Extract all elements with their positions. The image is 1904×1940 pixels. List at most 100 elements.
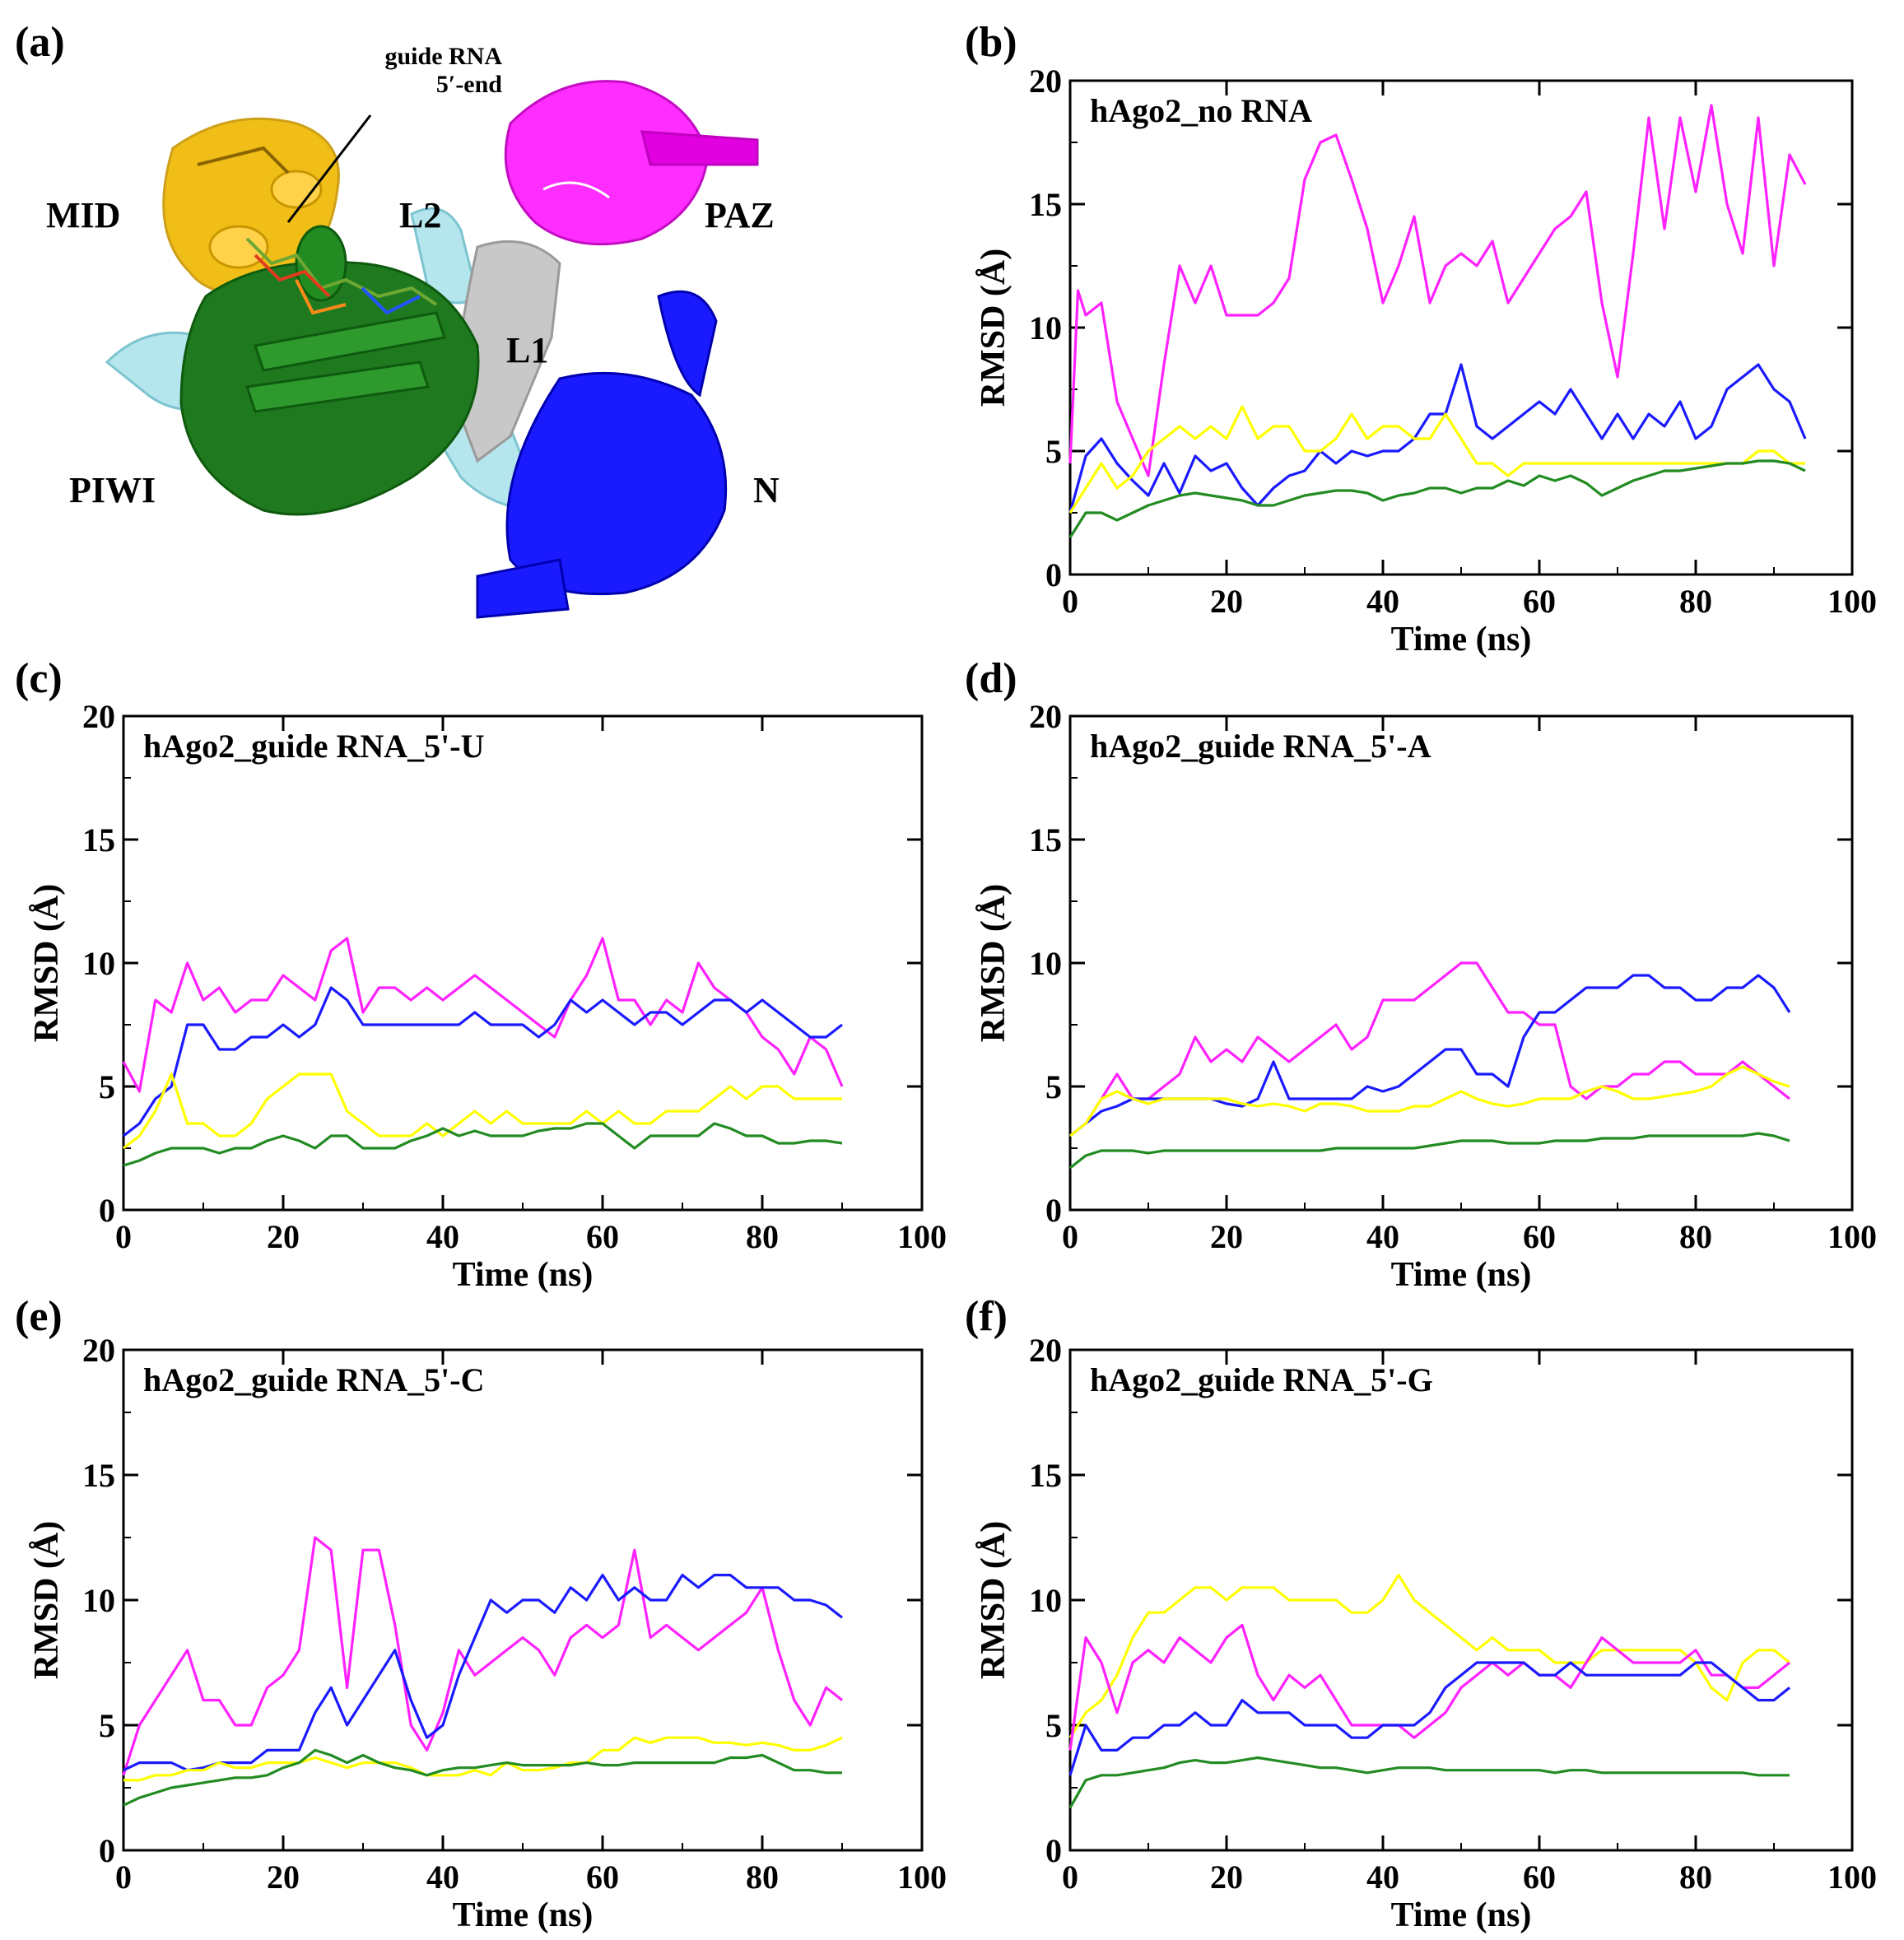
x-tick-label: 0 xyxy=(115,1859,132,1896)
x-tick-label: 0 xyxy=(1062,1859,1078,1896)
plot-frame xyxy=(1068,79,1854,576)
x-tick-label: 20 xyxy=(267,1218,300,1255)
series-line-piwi xyxy=(123,1122,843,1167)
piwi-domain-shape xyxy=(179,225,480,516)
x-tick-label: 20 xyxy=(1210,1859,1243,1896)
x-axis-label: Time (ns) xyxy=(1391,1896,1532,1934)
chart-title: hAgo2_guide RNA_5'-G xyxy=(1090,1361,1433,1398)
x-tick-label: 80 xyxy=(1679,583,1712,620)
n-domain-shape xyxy=(476,290,728,619)
series-line-paz xyxy=(122,1536,843,1776)
y-tick-label: 10 xyxy=(1029,1582,1062,1619)
series-line-paz xyxy=(1068,1623,1790,1751)
y-tick-label: 5 xyxy=(99,1068,115,1105)
y-axis-label: RMSD (Å) xyxy=(28,1521,66,1679)
panel-label-e: (e) xyxy=(15,1293,63,1340)
x-tick-label: 60 xyxy=(1523,1859,1556,1896)
y-tick-label: 5 xyxy=(99,1707,115,1744)
y-tick-label: 0 xyxy=(1045,556,1062,593)
chart-title: hAgo2_guide RNA_5'-A xyxy=(1090,728,1431,765)
chart-title: hAgo2_guide RNA_5'-C xyxy=(143,1361,484,1398)
series-line-piwi xyxy=(123,1748,842,1807)
chart-f: 0 20 40 60 80 100 0 5 10 15 20 hAgo2_guide RNA_5'-G… xyxy=(975,1332,1877,1934)
mid-domain-shape xyxy=(162,117,340,295)
y-tick-label: 5 xyxy=(1045,1068,1062,1105)
series-line-mid xyxy=(1068,1573,1790,1739)
x-tick-label: 0 xyxy=(1062,583,1078,620)
y-tick-label: 15 xyxy=(1029,186,1062,223)
guide-rna-annotation: guide RNA 5′-end xyxy=(296,43,502,99)
chart-title: hAgo2_no RNA xyxy=(1090,92,1312,129)
y-tick-label: 5 xyxy=(1045,1707,1062,1744)
series-line-piwi xyxy=(1068,1756,1790,1809)
y-tick-label: 10 xyxy=(1029,945,1062,982)
x-tick-label: 60 xyxy=(586,1859,619,1896)
y-tick-label: 0 xyxy=(1045,1192,1062,1229)
panel-label-b: (b) xyxy=(965,19,1017,66)
series-line-n xyxy=(123,986,843,1137)
series-line-piwi xyxy=(1069,1132,1790,1170)
x-tick-label: 60 xyxy=(586,1218,619,1255)
panel-label-a: (a) xyxy=(15,19,65,66)
x-tick-label: 60 xyxy=(1523,583,1556,620)
y-tick-label: 0 xyxy=(99,1192,115,1229)
chart-c: 0 20 40 60 80 100 0 5 10 15 20 hAgo2_guide RNA_5'-U… xyxy=(28,698,947,1294)
x-tick-label: 100 xyxy=(1827,1859,1877,1896)
y-tick-label: 10 xyxy=(82,945,115,982)
x-axis-label: Time (ns) xyxy=(1391,1256,1532,1294)
x-tick-label: 80 xyxy=(746,1859,779,1896)
y-tick-label: 5 xyxy=(1045,433,1062,470)
x-tick-label: 100 xyxy=(1827,583,1877,620)
chart-title: hAgo2_guide RNA_5'-U xyxy=(143,728,484,765)
x-axis-label: Time (ns) xyxy=(1391,621,1532,658)
x-tick-label: 20 xyxy=(1210,1218,1243,1255)
x-tick-label: 0 xyxy=(115,1218,132,1255)
y-axis-label: RMSD (Å) xyxy=(975,249,1013,407)
y-tick-label: 15 xyxy=(82,1457,115,1494)
y-tick-label: 15 xyxy=(1029,821,1062,858)
y-tick-label: 15 xyxy=(82,821,115,858)
y-tick-label: 10 xyxy=(1029,309,1062,347)
chart-e: 0 20 40 60 80 100 0 5 10 15 20 hAgo2_guide RNA_5'-C… xyxy=(28,1332,947,1934)
x-axis-label: Time (ns) xyxy=(453,1256,594,1294)
x-tick-label: 80 xyxy=(746,1218,779,1255)
l1-domain-shape xyxy=(451,240,561,463)
y-axis-label: RMSD (Å) xyxy=(975,884,1013,1042)
x-tick-label: 80 xyxy=(1679,1859,1712,1896)
panel-label-d: (d) xyxy=(965,655,1017,702)
chart-b: 0 20 40 60 80 100 0 5 10 15 20 hAgo2_no RNA Time (ns… xyxy=(975,63,1877,658)
y-tick-label: 20 xyxy=(82,698,115,735)
label-l1: L1 xyxy=(506,330,549,370)
x-tick-label: 20 xyxy=(1210,583,1243,620)
y-axis-label: RMSD (Å) xyxy=(975,1521,1013,1679)
annotation-line2: 5′-end xyxy=(435,71,502,98)
protein-structure-drawing xyxy=(105,80,759,619)
y-tick-label: 0 xyxy=(99,1832,115,1869)
y-tick-label: 20 xyxy=(1029,698,1062,735)
y-tick-label: 20 xyxy=(1029,1332,1062,1369)
series-line-paz xyxy=(1068,104,1807,477)
series-line-n xyxy=(1069,974,1791,1137)
x-axis-label: Time (ns) xyxy=(453,1896,594,1934)
y-tick-label: 0 xyxy=(1045,1832,1062,1869)
label-l2: L2 xyxy=(399,195,442,235)
panel-label-c: (c) xyxy=(15,655,63,702)
guide-rna-sticks xyxy=(245,237,438,315)
label-paz: PAZ xyxy=(705,195,775,235)
x-tick-label: 0 xyxy=(1062,1218,1078,1255)
x-tick-label: 40 xyxy=(1366,583,1399,620)
series-line-paz xyxy=(1069,961,1790,1137)
label-mid: MID xyxy=(46,195,121,235)
y-tick-label: 15 xyxy=(1029,1457,1062,1494)
x-tick-label: 40 xyxy=(1366,1859,1399,1896)
annotation-pointer-line xyxy=(286,114,372,223)
y-tick-label: 20 xyxy=(1029,63,1062,100)
y-tick-label: 10 xyxy=(82,1582,115,1619)
plot-frame xyxy=(1068,1348,1854,1852)
x-tick-label: 40 xyxy=(1366,1218,1399,1255)
panel-label-f: (f) xyxy=(965,1293,1008,1340)
series-line-paz xyxy=(122,937,844,1093)
x-tick-label: 40 xyxy=(426,1218,459,1255)
label-n: N xyxy=(753,470,780,510)
